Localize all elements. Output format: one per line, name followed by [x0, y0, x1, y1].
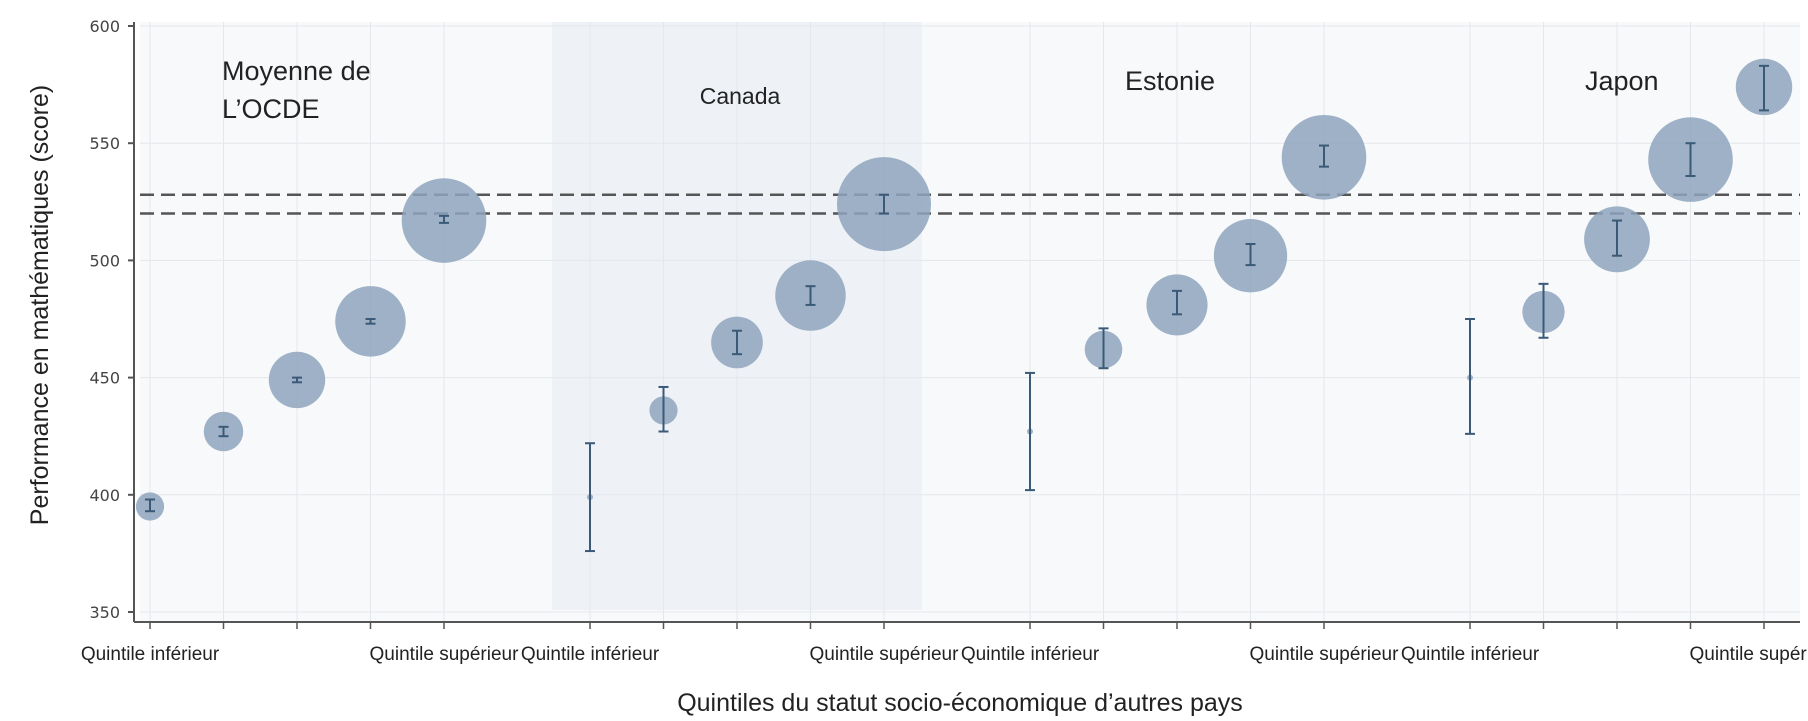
group-label-3: Japon [1585, 66, 1659, 96]
x-axis-title: Quintiles du statut socio-économique d’a… [677, 689, 1243, 717]
group-label-line: Canada [700, 83, 781, 109]
error-bar-2-q3 [1172, 289, 1182, 316]
error-bar-0-q2 [218, 425, 229, 438]
error-bar-2-q5 [1319, 144, 1329, 168]
error-bar-1-q2 [658, 385, 669, 433]
group-label-line: L’OCDE [222, 94, 320, 124]
plot-background [140, 22, 1800, 622]
group-label-line: Estonie [1125, 66, 1215, 96]
error-bar-1-q4 [805, 285, 816, 306]
error-bar-2-q1 [1025, 371, 1035, 492]
error-bar-1-q1 [585, 442, 595, 553]
error-bar-layer [145, 64, 1769, 553]
error-bar-3-q5 [1759, 64, 1769, 112]
label-layer: Quintile inférieur Quintile supérieur Quin… [81, 56, 1808, 665]
error-bar-1-q5 [879, 193, 889, 215]
y-tick-label: 400 [89, 486, 120, 505]
x-category-label: Quintile supérieur [1250, 644, 1400, 665]
group-label-2: Estonie [1125, 66, 1215, 96]
error-bar-3-q2 [1538, 282, 1549, 339]
error-bar-3-q4 [1685, 142, 1696, 178]
axis-layer: 350 400 450 500 550 600 [89, 17, 1800, 629]
y-tick-label: 600 [89, 17, 120, 36]
group-label-0: Moyenne de L’OCDE [222, 56, 371, 124]
group-label-line: Moyenne de [222, 56, 371, 86]
x-category-label: Quintile supérieur [370, 644, 520, 665]
error-bar-2-q2 [1098, 327, 1109, 370]
error-bar-3-q1 [1465, 318, 1475, 435]
error-bar-1-q3 [732, 329, 742, 356]
error-bar-0-q5 [439, 214, 449, 224]
y-tick-label: 500 [89, 251, 120, 270]
error-bar-2-q4 [1245, 242, 1256, 267]
y-tick-label: 350 [89, 603, 120, 622]
group-label-1: Canada [700, 83, 781, 109]
group-label-line: Japon [1585, 66, 1659, 96]
y-axis-title: Performance en mathématiques (score) [26, 85, 54, 525]
x-category-label: Quintile inférieur [81, 644, 220, 665]
y-tick-label: 450 [89, 369, 120, 388]
error-bar-0-q3 [292, 376, 302, 384]
x-category-label: Quintile inférieur [1401, 644, 1540, 665]
x-category-label: Quintile inférieur [961, 644, 1100, 665]
error-bar-0-q1 [145, 498, 155, 513]
y-tick-label: 550 [89, 134, 120, 153]
x-category-label: Quintile supérieur [1690, 644, 1808, 665]
x-category-label: Quintile supérieur [810, 644, 960, 665]
error-bar-0-q4 [365, 318, 376, 325]
error-bar-3-q3 [1612, 219, 1622, 257]
x-category-label: Quintile inférieur [521, 644, 660, 665]
